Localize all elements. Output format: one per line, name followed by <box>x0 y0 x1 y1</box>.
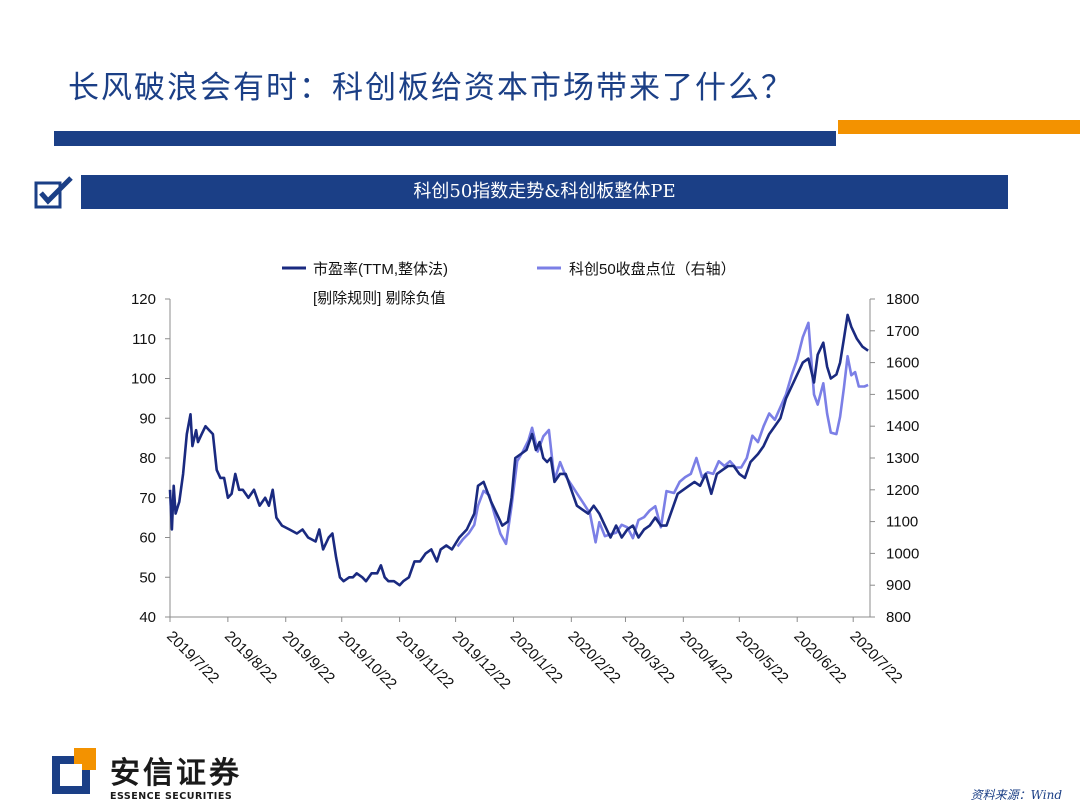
x-tick-label: 2019/7/22 <box>163 628 222 687</box>
y-right-tick-label: 800 <box>886 609 911 626</box>
x-tick-label: 2019/9/22 <box>279 628 338 687</box>
y-left-tick-label: 120 <box>131 291 156 308</box>
y-left-tick-label: 110 <box>132 331 156 348</box>
y-right-tick-label: 1200 <box>886 482 919 499</box>
series-line-pe <box>168 313 869 587</box>
y-left-tick-label: 70 <box>139 490 156 507</box>
series <box>168 313 869 587</box>
x-tick-label: 2020/5/22 <box>733 628 792 687</box>
title-underline-bar <box>54 131 836 146</box>
axes: 120 110 100 90 80 70 60 50 40 1800 1700 1600 1500 140… <box>131 291 919 693</box>
chart-subtitle-banner: 科创50指数走势&科创板整体PE <box>81 175 1008 209</box>
y-right-tick-label: 1700 <box>886 323 919 340</box>
title-accent-bar <box>838 120 1080 134</box>
x-tick-label: 2020/3/22 <box>619 628 678 687</box>
x-tick-label: 2020/2/22 <box>565 628 624 687</box>
y-right-tick-label: 1800 <box>886 291 919 308</box>
legend-note-pe: [剔除规则] 剔除负值 <box>313 290 446 307</box>
brand-name-en: ESSENCE SECURITIES <box>110 791 233 802</box>
y-right-tick-label: 1500 <box>886 386 919 403</box>
y-right-tick-label: 1000 <box>886 545 919 562</box>
legend: 市盈率(TTM,整体法) [剔除规则] 剔除负值 科创50收盘点位（右轴） <box>282 260 736 307</box>
y-right-tick-label: 1400 <box>886 418 919 435</box>
x-tick-label: 2019/10/22 <box>335 628 400 693</box>
series-line-index <box>456 321 869 548</box>
source-note: 资料来源：Wind <box>970 788 1062 802</box>
x-tick-label: 2020/1/22 <box>507 628 566 687</box>
legend-label-index: 科创50收盘点位（右轴） <box>569 260 736 278</box>
x-tick-label: 2019/8/22 <box>221 628 280 687</box>
y-right-tick-label: 1100 <box>886 514 918 531</box>
x-tick-label: 2020/4/22 <box>677 628 736 687</box>
page-title: 长风破浪会有时：科创板给资本市场带来了什么？ <box>68 70 794 106</box>
essence-logo-icon <box>52 748 96 794</box>
y-right-tick-label: 900 <box>886 577 911 594</box>
legend-label-pe: 市盈率(TTM,整体法) <box>313 261 448 278</box>
y-left-tick-label: 90 <box>139 410 156 427</box>
y-left-tick-label: 60 <box>139 530 156 547</box>
y-left-tick-label: 40 <box>139 609 156 626</box>
y-right-tick-label: 1600 <box>886 355 919 372</box>
brand-name-cn: 安信证券 <box>110 756 242 791</box>
x-tick-label: 2020/7/22 <box>846 628 905 687</box>
y-left-tick-label: 100 <box>131 371 156 388</box>
x-tick-label: 2019/11/22 <box>393 628 457 692</box>
y-left-tick-label: 80 <box>139 450 156 467</box>
y-right-tick-label: 1300 <box>886 450 919 467</box>
checkbox-check-icon <box>34 176 73 209</box>
x-tick-label: 2019/12/22 <box>449 628 514 693</box>
y-left-tick-label: 50 <box>139 569 156 586</box>
x-tick-label: 2020/6/22 <box>790 628 849 687</box>
